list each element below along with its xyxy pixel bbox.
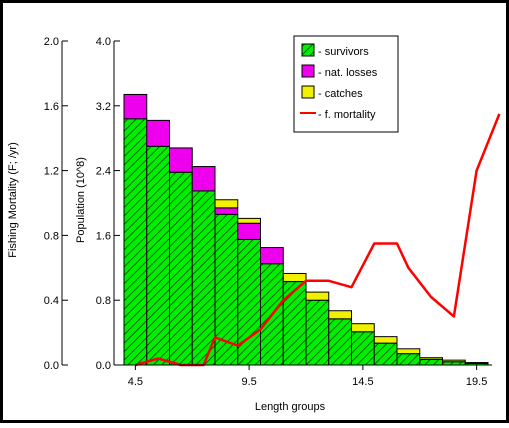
left-y-tick-label-0: 0.0 xyxy=(44,360,59,372)
right-y-tick-label-5: 4.0 xyxy=(96,36,111,48)
x-tick-label-2: 14.5 xyxy=(352,376,373,388)
legend-swatch-catches xyxy=(301,85,315,99)
legend-label-catches: - catches xyxy=(318,88,363,100)
legend-label-f-mortality: - f. mortality xyxy=(318,109,376,121)
right-y-tick-label-3: 2.4 xyxy=(96,166,111,178)
bar-nat-losses-3 xyxy=(191,166,216,192)
bars-layer xyxy=(123,93,489,366)
bar-catches-11 xyxy=(373,336,398,344)
bar-catches-14 xyxy=(442,359,466,363)
legend-swatch-survivors xyxy=(301,43,315,57)
bar-catches-12 xyxy=(396,348,421,355)
left-y-axis-label: Fishing Mortality (F; /yr) xyxy=(7,142,19,258)
left-y-tick-label-5: 2.0 xyxy=(44,36,59,48)
bar-catches-8 xyxy=(305,291,330,301)
left-y-tick-label-2: 0.8 xyxy=(44,230,59,242)
bar-survivors-0 xyxy=(123,118,148,366)
bar-survivors-10 xyxy=(351,331,375,366)
bar-survivors-13 xyxy=(419,358,443,366)
legend: - survivors - nat. losses - catches - f. mo… xyxy=(293,35,399,133)
right-y-tick-label-4: 3.2 xyxy=(96,101,111,113)
bar-nat-losses-0 xyxy=(123,93,148,120)
axes-layer: 0.0 0.4 0.8 1.2 1.6 2.0 0.0 0.8 1.6 2.4 3.2 4.0 4.5 9… xyxy=(44,36,492,388)
bar-catches-7 xyxy=(282,272,307,283)
bar-catches-15 xyxy=(464,362,489,364)
bar-nat-losses-6 xyxy=(260,247,284,265)
bar-catches-10 xyxy=(351,323,375,333)
bar-survivors-1 xyxy=(146,145,170,366)
right-y-tick-label-0: 0.0 xyxy=(96,360,111,372)
right-y-tick-label-1: 0.8 xyxy=(96,295,111,307)
bar-survivors-3 xyxy=(191,190,216,366)
bar-survivors-12 xyxy=(396,353,421,366)
legend-label-nat-losses: - nat. losses xyxy=(318,67,378,79)
bar-survivors-11 xyxy=(373,342,398,366)
bar-nat-losses-1 xyxy=(146,119,170,147)
bar-survivors-7 xyxy=(282,281,307,366)
bar-nat-losses-4 xyxy=(214,207,239,215)
left-y-tick-label-3: 1.2 xyxy=(44,166,59,178)
bar-survivors-9 xyxy=(328,318,352,366)
left-y-tick-label-4: 1.6 xyxy=(44,101,59,113)
bar-survivors-2 xyxy=(169,171,193,366)
bar-catches-4 xyxy=(214,199,239,209)
bar-nat-losses-2 xyxy=(169,147,193,173)
bar-catches-13 xyxy=(419,357,443,360)
x-tick-label-3: 19.5 xyxy=(466,376,487,388)
right-y-axis-label: Population (10^8) xyxy=(75,157,87,243)
bar-survivors-5 xyxy=(237,238,261,366)
legend-swatch-nat-losses xyxy=(301,64,315,78)
bar-survivors-8 xyxy=(305,299,330,366)
bar-catches-5 xyxy=(237,217,261,224)
left-y-tick-label-1: 0.4 xyxy=(44,295,59,307)
right-y-tick-label-2: 1.6 xyxy=(96,230,111,242)
bar-catches-9 xyxy=(328,310,352,320)
bar-nat-losses-5 xyxy=(237,222,261,240)
x-axis-label: Length groups xyxy=(255,401,326,413)
x-tick-label-1: 9.5 xyxy=(241,376,256,388)
legend-label-survivors: - survivors xyxy=(318,46,369,58)
x-tick-label-0: 4.5 xyxy=(128,376,143,388)
